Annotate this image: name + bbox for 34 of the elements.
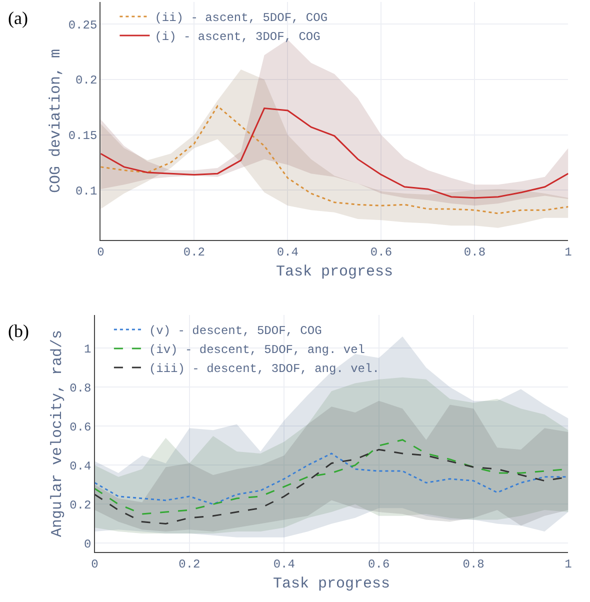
line-series bbox=[100, 105, 568, 214]
x-tick-label: 0.6 bbox=[370, 246, 392, 260]
x-tick-label: 0.8 bbox=[462, 558, 484, 572]
line-series bbox=[100, 108, 568, 199]
x-tick-label: 0.6 bbox=[368, 558, 390, 572]
x-tick-label: 0.4 bbox=[276, 246, 299, 260]
legend-label: (ii) - ascent, 5DOF, COG bbox=[154, 11, 328, 26]
y-axis-title: COG deviation, m bbox=[48, 48, 65, 194]
x-tick-label: 1 bbox=[564, 246, 572, 260]
legend-label: (v) - descent, 5DOF, COG bbox=[148, 324, 322, 338]
x-axis-title: Task progress bbox=[276, 264, 393, 280]
y-tick-label: 0.1 bbox=[76, 184, 98, 198]
legend-label: (iv) - descent, 5DOF, ang. vel bbox=[148, 343, 366, 358]
y-tick-label: 0.2 bbox=[70, 498, 92, 512]
y-tick-label: 0.6 bbox=[70, 420, 92, 434]
y-tick-label: 0.4 bbox=[70, 459, 92, 474]
x-tick-label: 0.8 bbox=[464, 246, 486, 260]
x-axis-title: Task progress bbox=[272, 576, 390, 592]
x-tick-label: 0.4 bbox=[273, 558, 295, 572]
y-tick-label: 0.2 bbox=[76, 74, 98, 88]
y-tick-label: 1 bbox=[84, 342, 92, 356]
y-tick-label: 0.8 bbox=[70, 381, 92, 396]
legend-label: (iii) - descent, 3DOF, ang. vel. bbox=[148, 362, 380, 376]
legend-label: (i) - ascent, 3DOF, COG bbox=[154, 30, 320, 44]
y-axis-title: Angular velocity, rad/s bbox=[48, 330, 66, 538]
chart-title: (b) bbox=[8, 321, 29, 341]
y-tick-label: 0.25 bbox=[68, 18, 98, 32]
y-tick-label: 0.15 bbox=[68, 129, 98, 144]
line-series bbox=[94, 452, 568, 505]
x-tick-label: 0.2 bbox=[178, 558, 200, 572]
chart-title: (a) bbox=[8, 8, 28, 28]
y-tick-label: 0 bbox=[84, 537, 92, 552]
x-tick-label: 1 bbox=[564, 558, 572, 572]
x-tick-label: 0.2 bbox=[183, 246, 205, 260]
